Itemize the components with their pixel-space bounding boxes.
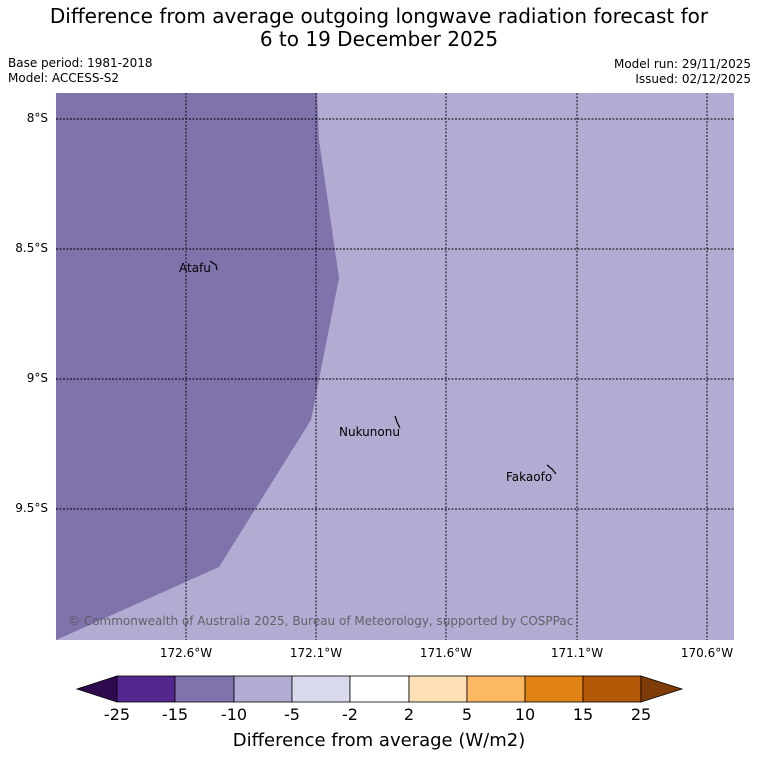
colorbar-tick: -5 bbox=[284, 705, 300, 724]
title-line-1: Difference from average outgoing longwav… bbox=[49, 4, 709, 28]
colorbar-swatch bbox=[291, 675, 351, 703]
colorbar-tick: 5 bbox=[461, 705, 473, 724]
lat-label: 8.5°S bbox=[15, 241, 48, 255]
colorbar-swatch bbox=[582, 675, 642, 703]
lon-label: 172.1°W bbox=[289, 646, 343, 660]
lat-label: 9.5°S bbox=[15, 501, 48, 515]
colorbar-swatch bbox=[233, 675, 293, 703]
lon-label: 170.6°W bbox=[680, 646, 734, 660]
colorbar-swatch bbox=[408, 675, 468, 703]
fakaofo-atoll-outline bbox=[546, 464, 557, 475]
copyright-notice: © Commonwealth of Australia 2025, Bureau… bbox=[68, 614, 574, 628]
place-label-atafu: Atafu bbox=[179, 261, 211, 275]
colorbar-swatch bbox=[174, 675, 235, 703]
lon-label: 172.6°W bbox=[159, 646, 213, 660]
colorbar-swatch bbox=[116, 675, 176, 703]
colorbar-swatch-above-max bbox=[640, 675, 684, 703]
colorbar-tick: 10 bbox=[514, 705, 536, 724]
colorbar-title: Difference from average (W/m2) bbox=[232, 730, 526, 751]
atafu-atoll-outline bbox=[209, 260, 218, 271]
map-negative-anomaly-area bbox=[56, 93, 339, 640]
colorbar-swatch bbox=[524, 675, 584, 703]
colorbar-tick: 25 bbox=[630, 705, 652, 724]
lat-label: 8°S bbox=[26, 111, 48, 125]
lat-label: 9°S bbox=[26, 371, 48, 385]
model-name: Model: ACCESS-S2 bbox=[8, 71, 120, 85]
nukunonu-atoll-outline bbox=[394, 415, 401, 429]
colorbar-tick: -2 bbox=[342, 705, 358, 724]
colorbar-tick: 15 bbox=[572, 705, 594, 724]
colorbar-swatch bbox=[349, 675, 410, 703]
map-gridlines bbox=[56, 93, 734, 640]
colorbar-tick: -10 bbox=[220, 705, 248, 724]
colorbar-tick: -15 bbox=[161, 705, 189, 724]
lon-label: 171.1°W bbox=[550, 646, 604, 660]
meta-right: Model run: 29/11/2025 Issued: 02/12/2025 bbox=[614, 57, 751, 87]
model-run: Model run: 29/11/2025 bbox=[613, 57, 751, 71]
meta-left: Base period: 1981-2018 Model: ACCESS-S2 bbox=[8, 56, 153, 86]
colorbar-tick: -25 bbox=[103, 705, 131, 724]
lon-label: 171.6°W bbox=[419, 646, 473, 660]
title-line-2: 6 to 19 December 2025 bbox=[259, 27, 499, 51]
place-label-nukunonu: Nukunonu bbox=[339, 425, 400, 439]
colorbar-tick: 2 bbox=[403, 705, 415, 724]
base-period: Base period: 1981-2018 bbox=[8, 56, 153, 70]
colorbar-swatch bbox=[466, 675, 526, 703]
chart-title: Difference from average outgoing longwav… bbox=[0, 5, 758, 51]
place-label-fakaofo: Fakaofo bbox=[506, 470, 553, 484]
issued-date: Issued: 02/12/2025 bbox=[635, 72, 751, 86]
colorbar-swatch-below-min bbox=[75, 675, 118, 703]
